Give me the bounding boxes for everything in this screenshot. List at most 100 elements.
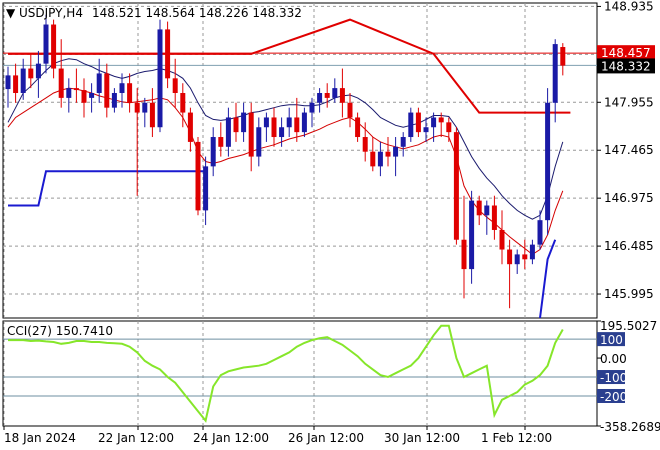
candle-body	[529, 244, 535, 260]
candle-body	[423, 127, 429, 133]
price-tick-label: 147.955	[604, 95, 654, 109]
candle-body	[446, 122, 452, 133]
price-grid	[3, 3, 597, 318]
candle-body	[225, 117, 231, 147]
marked-level-box	[597, 45, 655, 62]
candle-body	[385, 151, 391, 157]
candle-body	[134, 102, 140, 113]
candle-body	[332, 88, 338, 98]
candle-body	[537, 220, 543, 245]
price-panel: 148.935148.445147.955147.465146.975146.4…	[2, 0, 655, 319]
candle-body	[438, 117, 444, 123]
time-tick-label: 1 Feb 12:00	[481, 431, 552, 445]
candle-body	[142, 102, 148, 113]
candle-body	[127, 83, 133, 103]
price-tick-label: 146.975	[604, 191, 654, 205]
candle-body	[431, 117, 437, 128]
cci-series	[8, 324, 564, 423]
candle-body	[393, 146, 399, 157]
candle-body	[210, 137, 216, 167]
price-tick-label: 145.995	[604, 287, 654, 301]
cci-ref-box	[597, 370, 625, 385]
candle-body	[218, 137, 224, 147]
candle-body	[522, 254, 528, 260]
time-axis: 18 Jan 2024 22 Jan 12:00 24 Jan 12:00 26 Ja…	[3, 426, 552, 445]
cci-line	[8, 324, 564, 423]
cci-tick-label: -100	[600, 371, 627, 385]
cci-tick-label: 100	[600, 333, 623, 347]
candle-body	[301, 112, 307, 133]
candle-body	[43, 24, 49, 64]
candle-body	[96, 73, 102, 93]
candle-body	[111, 93, 117, 108]
candle-body	[415, 112, 421, 133]
candle-body	[5, 75, 11, 90]
candle-body	[400, 137, 406, 147]
candle-body	[20, 68, 26, 93]
candle-body	[89, 93, 95, 98]
level-lines	[3, 18, 597, 319]
candle-body	[172, 78, 178, 93]
price-tick-label: 148.935	[604, 0, 654, 13]
time-tick-label: 24 Jan 12:00	[193, 431, 269, 445]
candle-body	[552, 44, 558, 103]
candle-body	[271, 117, 277, 138]
time-tick-label: 30 Jan 12:00	[384, 431, 460, 445]
candle-body	[35, 63, 41, 79]
candle-body	[119, 83, 125, 93]
time-tick-label: 26 Jan 12:00	[288, 431, 364, 445]
candle-body	[491, 205, 497, 230]
candle-body	[347, 102, 353, 118]
candle-body	[484, 205, 490, 216]
cci-tick-label: 195.5027	[600, 319, 657, 333]
candle-body	[545, 102, 551, 221]
candle-body	[408, 112, 414, 138]
candle-body	[157, 29, 163, 128]
candle-body	[469, 200, 475, 270]
candle-body	[560, 47, 566, 66]
candle-body	[461, 239, 467, 270]
cci-tick-label: -200	[600, 390, 627, 404]
candle-body	[362, 137, 368, 152]
chart-symbol: USDJPY,H4	[19, 6, 83, 20]
candle-body	[256, 127, 262, 157]
candle-body	[294, 117, 300, 133]
candle-body	[66, 88, 72, 98]
chart-ohlc: 148.521 148.564 148.226 148.332	[92, 6, 302, 20]
support-line	[8, 170, 206, 207]
candle-body	[309, 102, 315, 113]
candle-body	[195, 141, 201, 211]
candle-body	[149, 102, 155, 128]
support-line-recent	[539, 239, 557, 319]
time-tick-label: 22 Jan 12:00	[98, 431, 174, 445]
candle-body	[165, 29, 171, 79]
candle-body	[355, 117, 361, 138]
cci-tick-label: 0.00	[600, 352, 627, 366]
candle-body	[51, 24, 57, 69]
cci-title: CCI(27) 150.7410	[7, 324, 113, 338]
ma-fast-line	[7, 58, 564, 220]
candle-body	[370, 151, 376, 167]
cci-ref-box	[597, 332, 625, 347]
candle-body	[180, 93, 186, 113]
cci-ref-box	[597, 388, 625, 403]
candle-body	[73, 88, 79, 91]
candle-body	[514, 254, 520, 265]
price-tick-label: 147.465	[604, 143, 654, 157]
candle-body	[187, 112, 193, 142]
current-price-label: 148.332	[601, 59, 651, 73]
candle-body	[81, 90, 87, 103]
price-axis: 148.935148.445147.955147.465146.975146.4…	[597, 0, 655, 301]
candle-body	[241, 112, 247, 133]
candle-body	[263, 117, 269, 128]
candle-body	[279, 127, 285, 138]
candle-body	[203, 166, 209, 211]
cci-tick-label: -358.2689	[600, 420, 660, 434]
candle-body	[476, 200, 482, 216]
cci-grid	[3, 321, 597, 426]
candle-body	[507, 249, 513, 265]
candle-body	[104, 73, 110, 108]
